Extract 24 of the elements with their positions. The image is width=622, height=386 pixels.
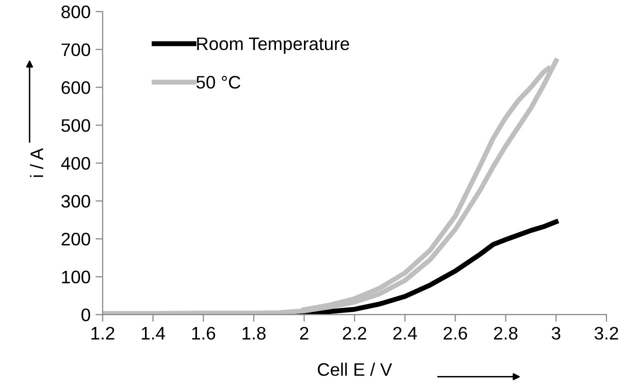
x-tick-label: 2.2: [342, 326, 366, 340]
y-tick-label: 600: [62, 81, 90, 94]
y-tick-label: 200: [62, 232, 90, 246]
legend-label: Room Temperature: [197, 38, 350, 54]
x-axis-title: Cell E / V: [318, 362, 392, 376]
x-tick-label: 1.4: [142, 327, 166, 340]
y-tick-label: 700: [62, 43, 90, 56]
x-tick-label: 2: [300, 326, 308, 340]
legend-label: 50 °C: [196, 76, 240, 89]
y-tick-label: 400: [61, 157, 90, 170]
x-tick-label: 1.2: [91, 326, 114, 340]
x-tick-label: 2.8: [494, 326, 518, 340]
y-tick-label: 800: [61, 6, 90, 18]
y-tick-label: 300: [61, 194, 90, 208]
y-axis-title: i / A: [30, 148, 44, 177]
x-tick-label: 2.4: [393, 326, 417, 340]
y-tick-label: 100: [62, 270, 90, 284]
x-tick-label: 1.8: [242, 326, 266, 340]
x-tick-label: 1.6: [192, 326, 216, 340]
x-tick-label: 3.2: [594, 326, 618, 340]
x-tick-label: 3: [552, 326, 560, 340]
y-tick-label: 0: [81, 308, 90, 322]
y-tick-label: 500: [61, 119, 90, 132]
x-tick-label: 2.6: [444, 326, 468, 340]
